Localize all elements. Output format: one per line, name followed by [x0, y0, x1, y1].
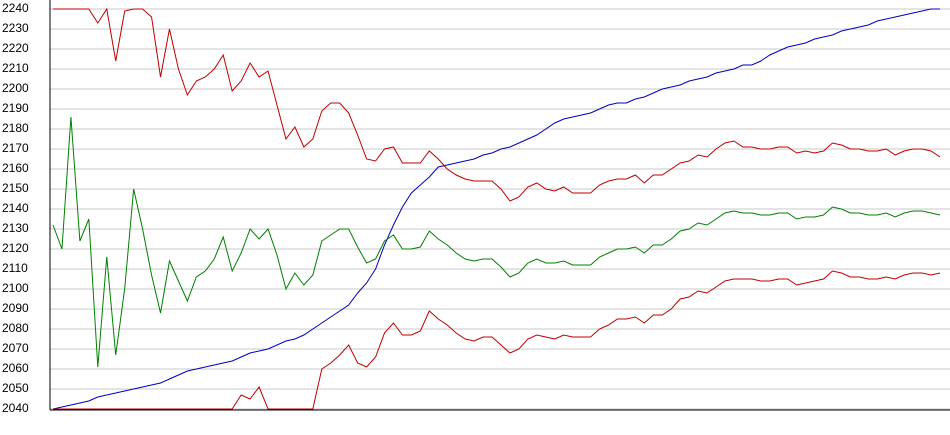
y-tick-label: 2070: [2, 341, 29, 355]
y-tick-label: 2100: [2, 281, 29, 295]
y-tick-label: 2120: [2, 241, 29, 255]
y-tick-label: 2090: [2, 301, 29, 315]
y-tick-label: 2040: [2, 401, 29, 415]
y-tick-label: 2240: [2, 1, 29, 15]
y-tick-label: 2080: [2, 321, 29, 335]
series-line: [52, 116, 941, 368]
y-tick-label: 2160: [2, 161, 29, 175]
y-tick-label: 2220: [2, 41, 29, 55]
y-tick-label: 2180: [2, 121, 29, 135]
series-line: [53, 7, 941, 202]
y-tick-label: 2170: [2, 141, 29, 155]
y-tick-label: 2150: [2, 181, 29, 195]
y-tick-label: 2110: [2, 261, 28, 275]
y-tick-label: 2210: [2, 61, 29, 75]
y-tick-label: 2200: [2, 81, 29, 95]
series-line: [53, 270, 941, 410]
y-tick-label: 2060: [2, 361, 29, 375]
y-tick-label: 2190: [2, 101, 29, 115]
y-tick-label: 2140: [2, 201, 29, 215]
y-tick-label: 2230: [2, 21, 29, 35]
y-tick-label: 2130: [2, 221, 29, 235]
y-tick-label: 2050: [2, 381, 29, 395]
series-line: [52, 8, 940, 410]
